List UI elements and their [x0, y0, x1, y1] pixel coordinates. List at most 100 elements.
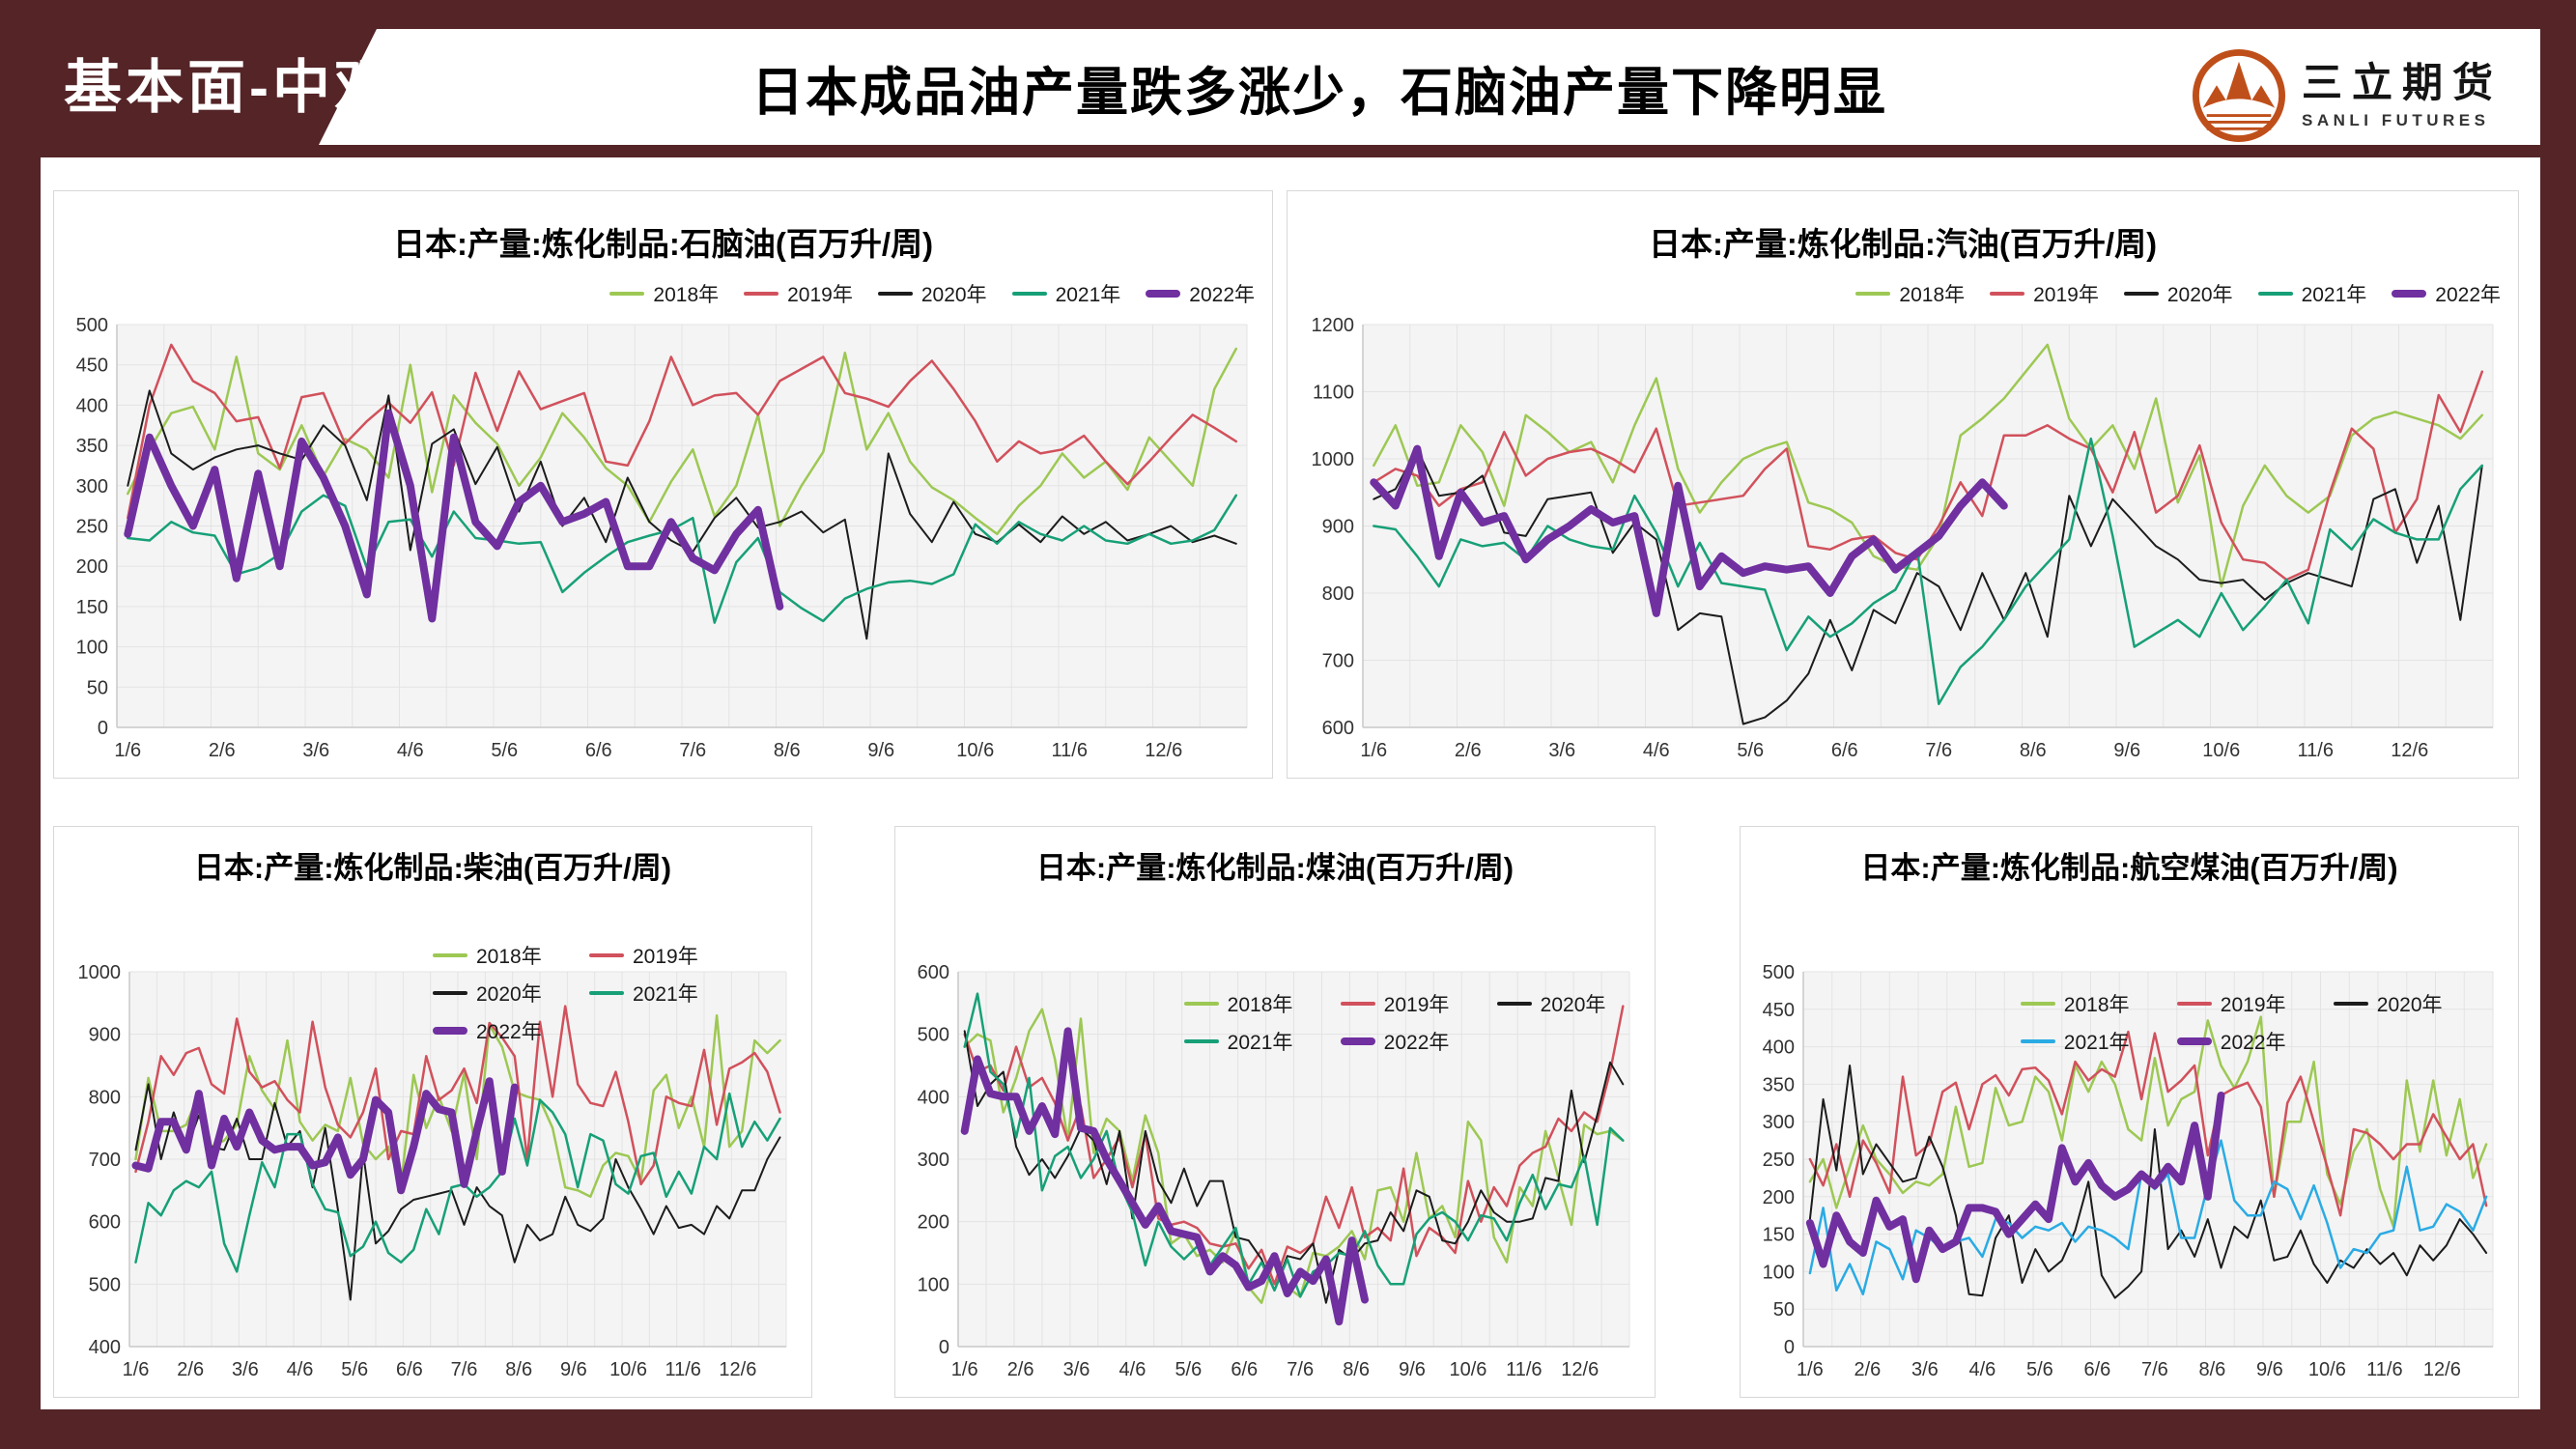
legend-label: 2019年	[787, 284, 853, 306]
chart-plot-area: 0 100 200 300 400 500 600 1/6 2/6 3/6 4/6 5/6 6/6 7/6…	[901, 962, 1649, 1391]
x-tick-label: 7/6	[1925, 740, 1952, 761]
y-tick-label: 350	[1763, 1074, 1795, 1095]
legend-line-icon	[1011, 292, 1047, 296]
x-tick-label: 9/6	[867, 740, 894, 761]
legend-line-icon	[2257, 292, 2293, 296]
legend-line-icon	[1183, 1039, 1219, 1043]
logo-name-en: SANLI FUTURES	[2301, 111, 2490, 130]
y-tick-label: 150	[76, 597, 108, 618]
legend-label: 2020年	[920, 284, 987, 306]
x-tick-label: 11/6	[1506, 1359, 1542, 1380]
y-tick-label: 300	[76, 476, 108, 497]
legend-item-2021: 2021年	[1011, 279, 1120, 308]
legend-label: 2022年	[2220, 1032, 2286, 1054]
legend-label: 2022年	[1383, 1032, 1450, 1054]
legend-label: 2019年	[2033, 284, 2099, 306]
legend-line-icon	[1855, 292, 1891, 296]
legend-line-icon	[433, 991, 467, 995]
y-tick-label: 1000	[1312, 449, 1355, 470]
series-line-2019	[1808, 1030, 2488, 1217]
y-tick-label: 1000	[78, 962, 122, 983]
series-line-2018	[1373, 343, 2484, 588]
page-title: 日本成品油产量跌多涨少，石脑油产量下降明显	[751, 63, 1887, 122]
legend-line-icon	[1146, 290, 1181, 298]
x-tick-label: 5/6	[1175, 1359, 1202, 1380]
legend-line-icon	[2176, 1002, 2212, 1006]
chart-title: 日本:产量:炼化制品:汽油(百万升/周)	[1648, 226, 2158, 262]
legend-line-icon	[589, 953, 624, 957]
y-tick-label: 500	[89, 1274, 121, 1295]
y-tick-label: 400	[918, 1087, 949, 1108]
legend-item-2021: 2021年	[589, 979, 746, 1008]
x-tick-label: 7/6	[1287, 1359, 1314, 1380]
x-tick-label: 10/6	[609, 1359, 647, 1380]
x-tick-label: 7/6	[451, 1359, 478, 1380]
x-tick-label: 8/6	[505, 1359, 532, 1380]
x-tick-label: 4/6	[1968, 1359, 1996, 1380]
legend-label: 2022年	[476, 1021, 542, 1043]
legend-label: 2022年	[1189, 284, 1255, 306]
y-tick-label: 450	[76, 355, 108, 377]
x-tick-label: 6/6	[2083, 1359, 2110, 1380]
chart-plot-area: 400 500 600 700 800 900 1000 1/6 2/6 3/6 4/6 5/6 6/6…	[60, 962, 806, 1391]
chart-panel-naphtha: 日本:产量:炼化制品:石脑油(百万升/周) 2018年 2019年 2020年 202…	[53, 190, 1273, 779]
chart-svg: 600 700 800 900 1000 1100 1200 1/6 2/6 3/6 4/6 5/6 6…	[1312, 315, 2494, 761]
legend-line-icon	[1496, 1002, 1532, 1006]
series-line-2018	[127, 347, 1238, 536]
y-tick-label: 400	[89, 1337, 121, 1358]
legend-label: 2021年	[2063, 1032, 2130, 1054]
x-tick-label: 5/6	[2026, 1359, 2053, 1380]
x-tick-label: 9/6	[2256, 1359, 2283, 1380]
chart-svg: 0 100 200 300 400 500 600 1/6 2/6 3/6 4/6 5/6 6/6 7/6…	[918, 962, 1630, 1380]
x-tick-label: 1/6	[951, 1359, 978, 1380]
legend-item-2018: 2018年	[433, 941, 589, 970]
x-tick-label: 12/6	[1561, 1359, 1599, 1380]
legend-line-icon	[744, 292, 779, 296]
legend-label: 2020年	[2376, 994, 2443, 1016]
chart-legend: 2018年 2019年 2020年 2021年 2022年	[54, 272, 1272, 315]
x-tick-label: 4/6	[287, 1359, 314, 1380]
company-logo: 三立期货 SANLI FUTURES	[2192, 48, 2503, 143]
series-line-2021	[127, 494, 1238, 624]
x-tick-label: 3/6	[302, 740, 329, 761]
legend-label: 2018年	[1899, 284, 1966, 306]
x-tick-label: 2/6	[177, 1359, 204, 1380]
series-line-2022	[1805, 1092, 2225, 1284]
y-tick-label: 200	[918, 1212, 949, 1234]
legend-item-2022: 2022年	[433, 1016, 589, 1045]
legend-line-icon	[1183, 1002, 1219, 1006]
x-tick-label: 8/6	[2198, 1359, 2225, 1380]
chart-legend: 2018年 2019年 2020年 2021年 2022年	[1288, 272, 2518, 315]
legend-label: 2018年	[476, 946, 542, 968]
legend-item-2020: 2020年	[433, 979, 589, 1008]
chart-plot-area: 0 50 100 150 200 250 300 350 400 450 500 1/6 2/6 3/6 4…	[60, 315, 1266, 772]
y-tick-label: 200	[76, 556, 108, 578]
y-tick-label: 50	[1773, 1299, 1795, 1321]
chart-title: 日本:产量:炼化制品:航空煤油(百万升/周)	[1860, 851, 2398, 885]
x-tick-label: 11/6	[2298, 740, 2334, 761]
legend-label: 2019年	[2220, 994, 2286, 1016]
x-tick-label: 10/6	[2308, 1359, 2346, 1380]
header-banner: 日本成品油产量跌多涨少，石脑油产量下降明显	[319, 29, 2540, 145]
legend-item-2020: 2020年	[877, 279, 987, 308]
x-tick-label: 7/6	[2141, 1359, 2168, 1380]
series-line-2019	[127, 343, 1238, 520]
y-tick-label: 100	[76, 638, 108, 659]
legend-item-2021: 2021年	[2020, 1027, 2177, 1056]
legend-item-2022: 2022年	[2392, 279, 2501, 308]
legend-label: 2021年	[633, 983, 698, 1006]
y-tick-label: 200	[1763, 1187, 1795, 1208]
legend-label: 2019年	[633, 946, 698, 968]
y-tick-label: 50	[87, 677, 108, 698]
chart-svg: 400 500 600 700 800 900 1000 1/6 2/6 3/6 4/6 5/6 6/6…	[78, 962, 787, 1380]
x-tick-label: 2/6	[1007, 1359, 1034, 1380]
legend-line-icon	[877, 292, 913, 296]
legend-line-icon	[609, 292, 645, 296]
chart-panel-kerosene: 日本:产量:炼化制品:煤油(百万升/周) 2018年 2019年 2020年 2021…	[894, 826, 1656, 1398]
x-tick-label: 4/6	[397, 740, 424, 761]
series-line-2019	[963, 1005, 1625, 1286]
legend-item-2021: 2021年	[2257, 279, 2366, 308]
y-tick-label: 100	[918, 1274, 949, 1295]
x-tick-label: 9/6	[1399, 1359, 1426, 1380]
x-tick-label: 4/6	[1119, 1359, 1146, 1380]
